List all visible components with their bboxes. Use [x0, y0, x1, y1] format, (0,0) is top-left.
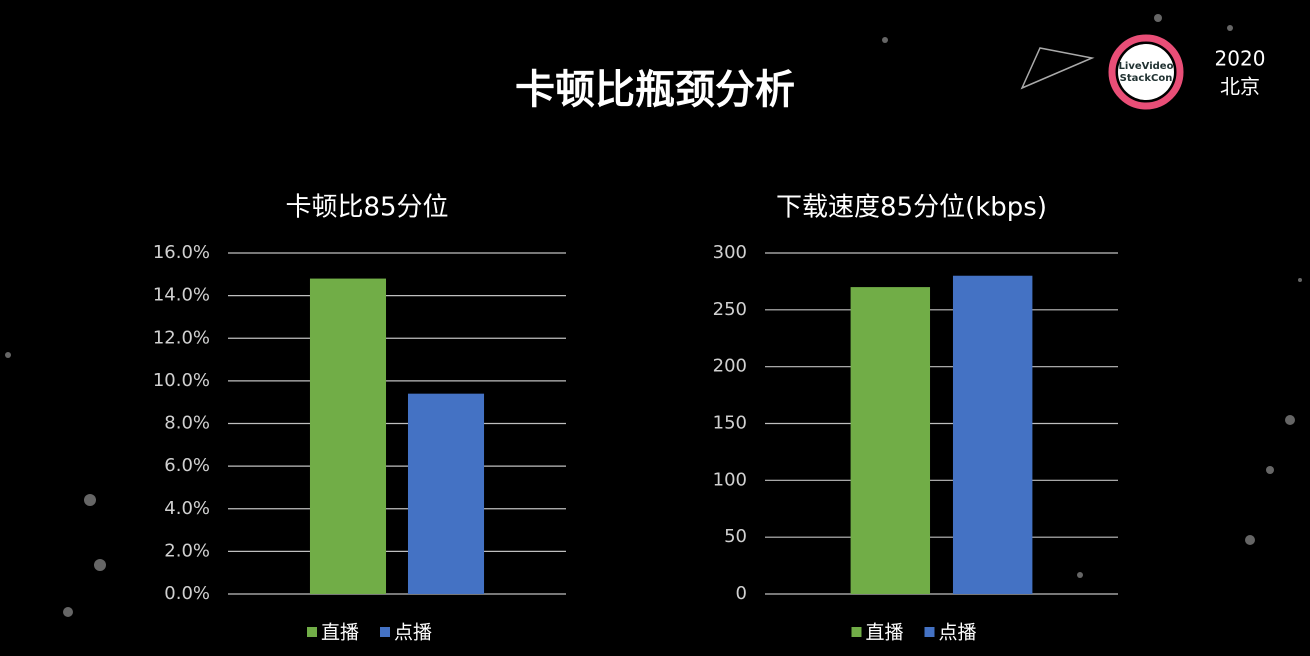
logo-text: StackCon — [1120, 73, 1173, 84]
y-tick-label: 50 — [724, 526, 747, 547]
bar — [850, 287, 931, 594]
legend-swatch — [924, 627, 935, 637]
y-tick-label: 100 — [713, 469, 747, 490]
legend-swatch — [380, 627, 390, 637]
chart-title: 卡顿比85分位 — [285, 193, 448, 223]
logo-inner — [1118, 44, 1174, 100]
legend-label: 直播 — [866, 622, 904, 644]
y-tick-label: 4.0% — [164, 498, 210, 519]
y-tick-label: 6.0% — [164, 455, 210, 476]
slide-title: 卡顿比瓶颈分析 — [515, 67, 795, 113]
y-tick-label: 0.0% — [164, 583, 210, 604]
y-tick-label: 2.0% — [164, 540, 210, 561]
bar — [309, 278, 387, 594]
logo-city: 北京 — [1220, 75, 1260, 99]
logo-year: 2020 — [1215, 47, 1266, 71]
y-tick-label: 200 — [713, 356, 747, 377]
y-tick-label: 150 — [713, 413, 747, 434]
y-tick-label: 300 — [713, 242, 747, 263]
y-tick-label: 14.0% — [153, 285, 210, 306]
y-tick-label: 12.0% — [153, 327, 210, 348]
y-tick-label: 250 — [713, 299, 747, 320]
logo-text: LiveVideo — [1119, 61, 1174, 72]
bar — [952, 275, 1033, 594]
bar — [407, 393, 485, 594]
legend-swatch — [851, 627, 862, 637]
y-tick-label: 10.0% — [153, 370, 210, 391]
star-dots — [5, 14, 1302, 617]
y-tick-label: 8.0% — [164, 413, 210, 434]
chart-title: 下载速度85分位(kbps) — [776, 193, 1047, 223]
y-tick-label: 0 — [736, 583, 747, 604]
legend-label: 点播 — [939, 622, 977, 644]
legend-label: 点播 — [394, 622, 432, 644]
logo-ring — [1108, 34, 1184, 110]
y-tick-label: 16.0% — [153, 242, 210, 263]
logo: LiveVideo StackCon 2020 北京 — [1020, 34, 1266, 110]
legend-label: 直播 — [321, 622, 359, 644]
logo-shape — [1020, 47, 1095, 90]
legend-swatch — [307, 627, 317, 637]
